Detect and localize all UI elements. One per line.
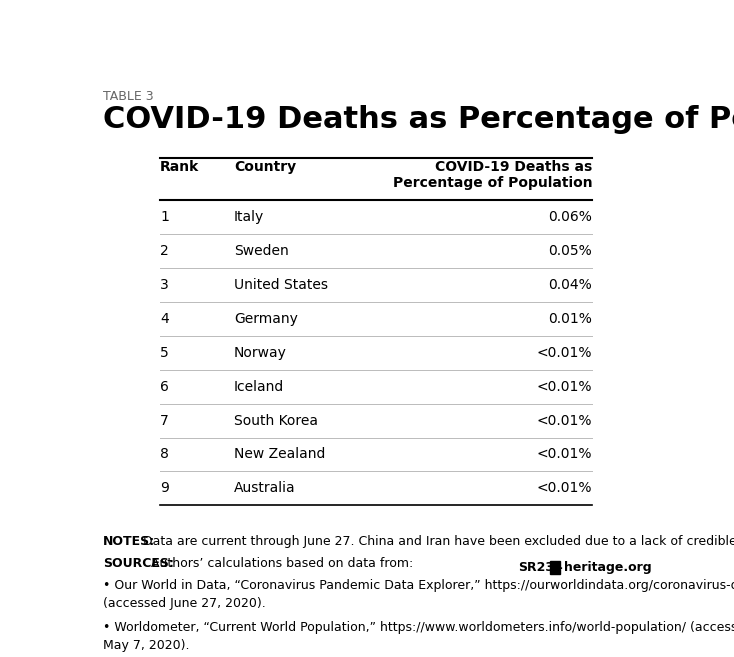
Text: Rank: Rank [160,160,199,174]
Text: 2: 2 [160,244,169,258]
Text: Country: Country [234,160,296,174]
Text: 9: 9 [160,482,169,495]
Bar [550,561,560,574]
Text: • Worldometer, “Current World Population,” https://www.worldometers.info/world-p: • Worldometer, “Current World Population… [103,621,734,652]
Text: <0.01%: <0.01% [537,413,592,428]
Text: TABLE 3: TABLE 3 [103,90,153,103]
Text: 6: 6 [160,380,169,394]
Text: NOTES:: NOTES: [103,535,156,548]
Text: 3: 3 [160,278,169,292]
Text: <0.01%: <0.01% [537,447,592,461]
Text: <0.01%: <0.01% [537,482,592,495]
Text: Data are current through June 27. China and Iran have been excluded due to a lac: Data are current through June 27. China … [139,535,734,548]
Text: COVID-19 Deaths as Percentage of Population: COVID-19 Deaths as Percentage of Populat… [103,105,734,134]
Text: New Zealand: New Zealand [234,447,325,461]
Text: 4: 4 [160,312,169,326]
Text: heritage.org: heritage.org [564,560,652,574]
Text: 7: 7 [160,413,169,428]
Text: 1: 1 [160,210,169,224]
Text: SR234: SR234 [518,560,563,574]
Text: Australia: Australia [234,482,296,495]
Text: Germany: Germany [234,312,298,326]
Text: SOURCES:: SOURCES: [103,557,174,570]
Text: 8: 8 [160,447,169,461]
Text: • Our World in Data, “Coronavirus Pandemic Data Explorer,” https://ourworldindat: • Our World in Data, “Coronavirus Pandem… [103,579,734,610]
Text: 0.05%: 0.05% [548,244,592,258]
Text: United States: United States [234,278,328,292]
Text: <0.01%: <0.01% [537,380,592,394]
Text: Iceland: Iceland [234,380,284,394]
Text: Sweden: Sweden [234,244,288,258]
Text: COVID-19 Deaths as
Percentage of Population: COVID-19 Deaths as Percentage of Populat… [393,160,592,190]
Text: 0.04%: 0.04% [548,278,592,292]
Text: <0.01%: <0.01% [537,346,592,360]
Text: 5: 5 [160,346,169,360]
Text: South Korea: South Korea [234,413,318,428]
Text: Norway: Norway [234,346,287,360]
Text: 0.01%: 0.01% [548,312,592,326]
Text: Italy: Italy [234,210,264,224]
Text: Authors’ calculations based on data from:: Authors’ calculations based on data from… [147,557,413,570]
Text: 0.06%: 0.06% [548,210,592,224]
